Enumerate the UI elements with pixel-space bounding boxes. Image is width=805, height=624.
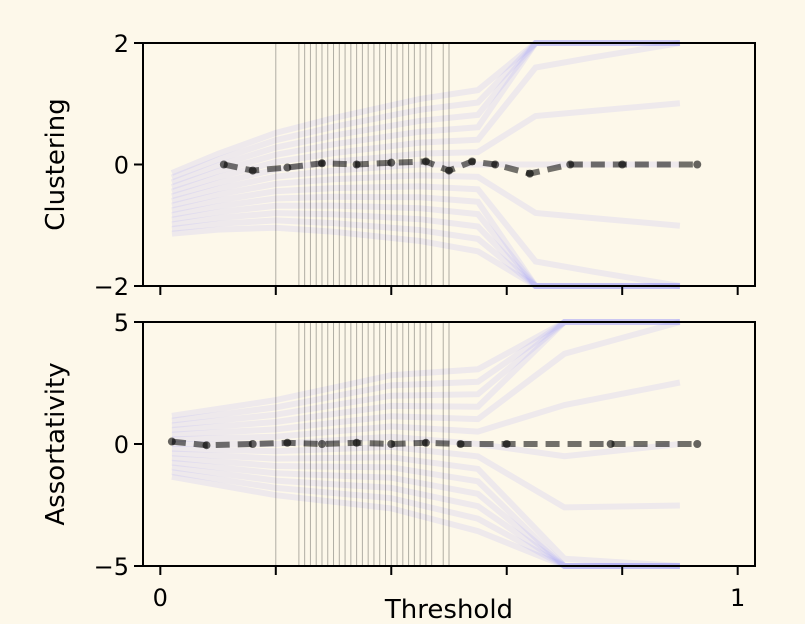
data-point [387, 158, 396, 167]
data-point [693, 440, 702, 448]
data-point [421, 438, 430, 447]
plot-area [143, 43, 755, 286]
ensemble-trace [171, 183, 681, 289]
data-point [202, 441, 211, 450]
data-point [317, 440, 326, 448]
x-tick-label: 0 [153, 584, 168, 612]
data-point [502, 440, 511, 448]
data-point [352, 160, 361, 169]
ensemble-trace [171, 443, 680, 511]
ensemble-trace [171, 450, 681, 569]
data-point [566, 160, 575, 169]
y-tick-label: −2 [94, 273, 129, 301]
assortativity-panel: 5 0 −5 0 1 Assortativity Threshold [41, 309, 756, 624]
data-point [525, 169, 534, 178]
y-tick-label: 0 [114, 431, 129, 459]
data-point [445, 166, 453, 175]
y-axis-label: Clustering [41, 98, 71, 231]
data-point [693, 160, 702, 169]
data-point [491, 160, 500, 169]
y-axis-label: Assortativity [41, 362, 71, 525]
data-point [468, 157, 477, 166]
data-point [167, 437, 176, 446]
y-tick-label: 5 [114, 309, 129, 337]
data-point [352, 438, 361, 447]
x-tick-label: 1 [730, 584, 745, 612]
data-point [606, 440, 615, 448]
y-tick-label: 0 [114, 152, 129, 180]
ensemble-trace [171, 319, 681, 438]
x-axis-label: Threshold [384, 595, 513, 624]
data-point [283, 163, 292, 172]
data-point [248, 440, 257, 448]
ensemble-trace [171, 100, 681, 200]
data-point [219, 160, 228, 169]
data-point [456, 440, 465, 448]
data-point [248, 166, 257, 175]
ensemble-trace [171, 40, 681, 195]
ensemble-trace [171, 433, 681, 460]
y-tick-label: −5 [94, 553, 129, 581]
data-point [283, 438, 292, 447]
clustering-panel: 2 0 −2 Clustering [41, 30, 756, 301]
data-point [421, 157, 430, 166]
series-line [223, 158, 698, 177]
data-point [618, 160, 627, 169]
series-line [171, 438, 698, 449]
ensemble-trace [171, 379, 681, 443]
data-point [387, 440, 396, 448]
ensemble-trace [171, 172, 681, 229]
y-tick-label: 2 [114, 30, 129, 58]
data-point [317, 159, 326, 168]
